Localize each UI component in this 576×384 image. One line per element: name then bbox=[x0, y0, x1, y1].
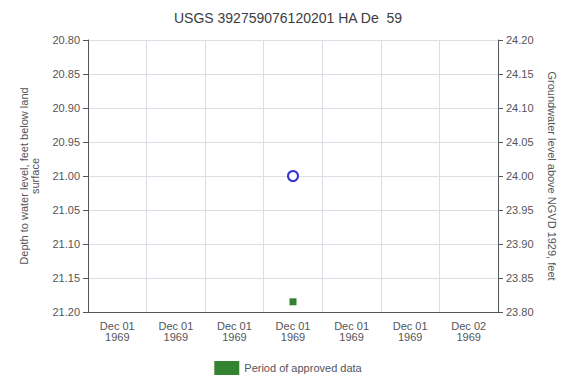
svg-text:Groundwater level above NGVD 1: Groundwater level above NGVD 1929, feet bbox=[546, 71, 558, 280]
svg-text:1969: 1969 bbox=[339, 331, 363, 343]
svg-text:1969: 1969 bbox=[281, 331, 305, 343]
svg-text:21.10: 21.10 bbox=[52, 238, 80, 250]
svg-text:23.80: 23.80 bbox=[506, 306, 534, 318]
svg-text:20.90: 20.90 bbox=[52, 102, 80, 114]
svg-text:USGS 392759076120201 HA De 59: USGS 392759076120201 HA De 59 bbox=[174, 10, 402, 26]
svg-text:21.20: 21.20 bbox=[52, 306, 80, 318]
svg-text:21.15: 21.15 bbox=[52, 272, 80, 284]
svg-text:Dec 01: Dec 01 bbox=[392, 319, 428, 332]
svg-text:24.15: 24.15 bbox=[506, 68, 534, 80]
svg-text:24.10: 24.10 bbox=[506, 102, 534, 114]
svg-text:surface: surface bbox=[29, 158, 41, 194]
svg-text:21.05: 21.05 bbox=[52, 204, 80, 216]
svg-text:23.90: 23.90 bbox=[506, 238, 534, 250]
svg-text:21.00: 21.00 bbox=[52, 170, 80, 182]
svg-text:20.85: 20.85 bbox=[52, 68, 80, 80]
svg-text:Dec 01: Dec 01 bbox=[275, 319, 311, 332]
svg-text:1969: 1969 bbox=[456, 331, 480, 343]
svg-text:Dec 01: Dec 01 bbox=[334, 319, 369, 332]
svg-text:Dec 01: Dec 01 bbox=[158, 319, 194, 332]
svg-text:1969: 1969 bbox=[398, 331, 422, 343]
svg-text:20.95: 20.95 bbox=[52, 136, 80, 148]
svg-text:23.95: 23.95 bbox=[506, 204, 534, 216]
svg-text:Dec 01: Dec 01 bbox=[217, 319, 252, 332]
svg-text:24.20: 24.20 bbox=[506, 34, 534, 46]
svg-text:1969: 1969 bbox=[222, 331, 246, 343]
svg-text:1969: 1969 bbox=[164, 331, 188, 343]
svg-text:24.05: 24.05 bbox=[506, 136, 534, 148]
svg-text:20.80: 20.80 bbox=[52, 34, 80, 46]
svg-text:23.85: 23.85 bbox=[506, 272, 534, 284]
svg-text:Depth to water level, feet bel: Depth to water level, feet below land bbox=[17, 87, 30, 265]
svg-text:Dec 02: Dec 02 bbox=[451, 319, 487, 332]
svg-text:24.00: 24.00 bbox=[506, 170, 534, 182]
svg-text:Period of approved data: Period of approved data bbox=[244, 362, 362, 374]
svg-text:Dec 01: Dec 01 bbox=[99, 319, 135, 332]
svg-text:1969: 1969 bbox=[105, 331, 129, 343]
